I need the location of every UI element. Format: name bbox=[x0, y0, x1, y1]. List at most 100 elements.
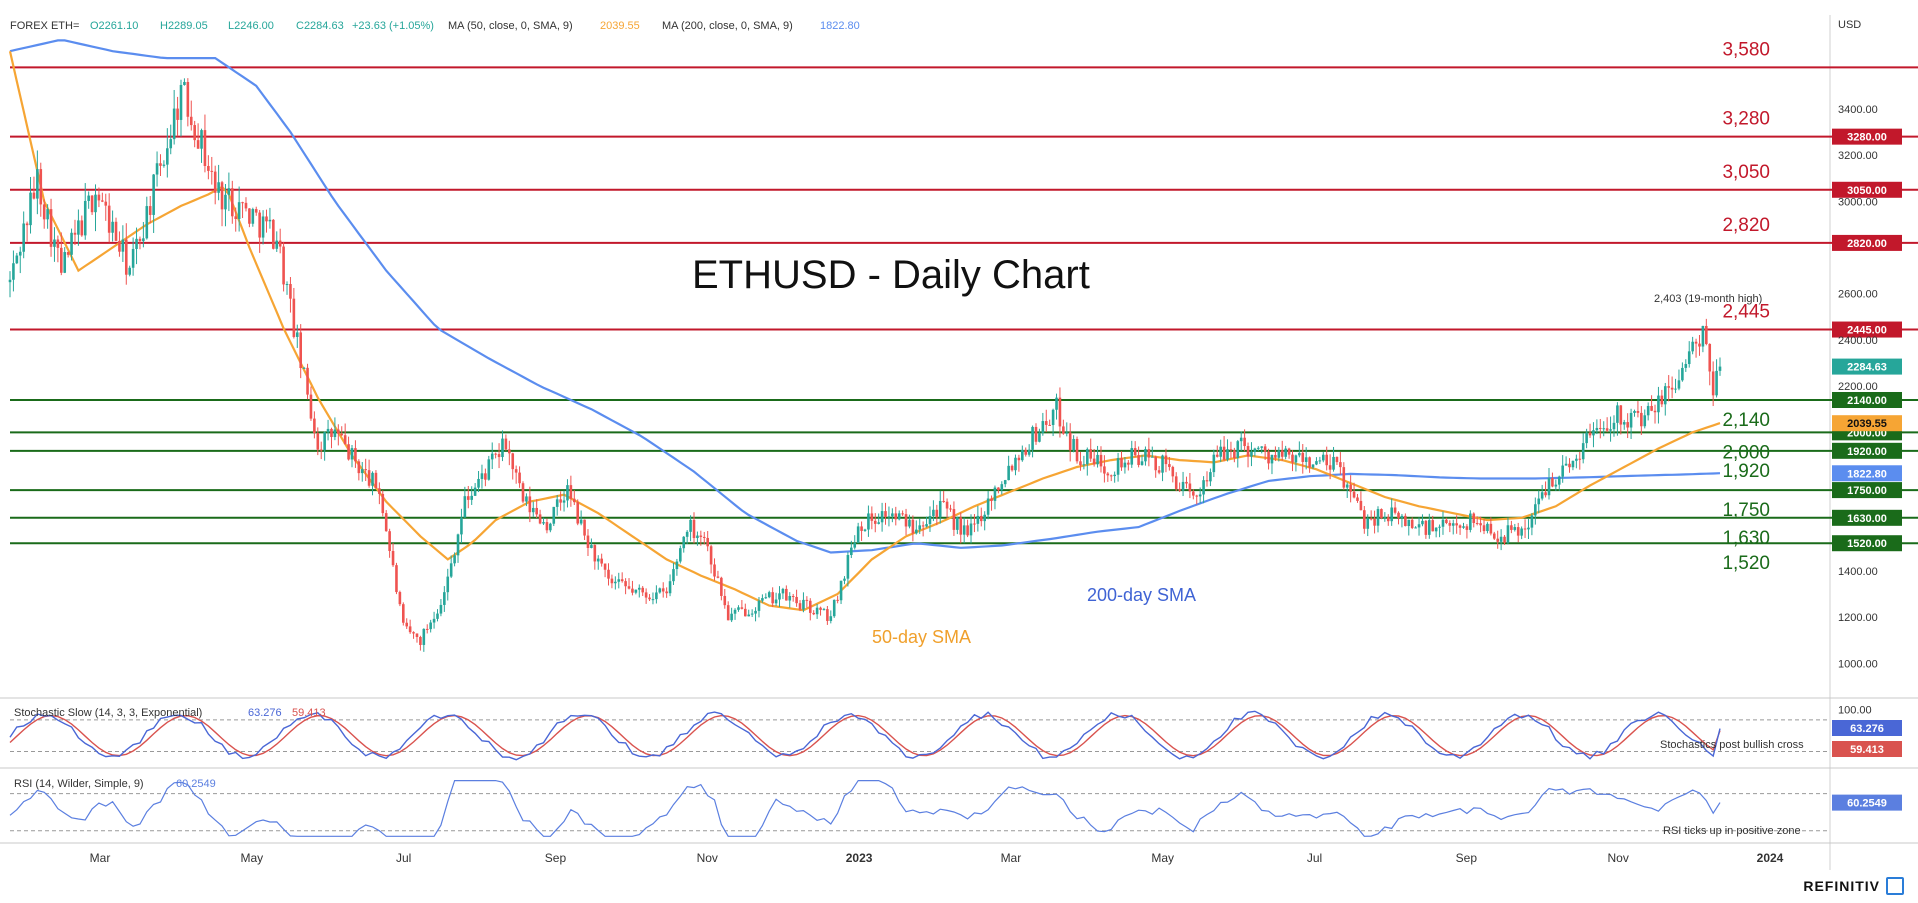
candle-body bbox=[1270, 454, 1274, 464]
candle-body bbox=[1277, 450, 1281, 458]
candle-body bbox=[1038, 432, 1041, 442]
candle-body bbox=[1674, 388, 1677, 390]
candle-body bbox=[1438, 526, 1441, 528]
candle-body bbox=[576, 502, 580, 524]
candle-body bbox=[1458, 525, 1462, 528]
candle-body bbox=[1280, 450, 1284, 457]
candle-body bbox=[1595, 427, 1599, 431]
candle-body bbox=[750, 613, 754, 615]
candle-body bbox=[1434, 527, 1438, 532]
candle-body bbox=[1328, 465, 1332, 470]
candle-body bbox=[463, 496, 467, 518]
candle-body bbox=[511, 453, 515, 470]
ma200-legend-label: MA (200, close, 0, SMA, 9) bbox=[662, 20, 793, 32]
candle-body bbox=[354, 448, 357, 462]
price-candles bbox=[8, 78, 1722, 652]
candle-body bbox=[973, 523, 976, 525]
candle-body bbox=[443, 592, 446, 605]
candle-body bbox=[1612, 422, 1616, 430]
candle-body bbox=[179, 84, 183, 120]
candle-body bbox=[282, 246, 285, 285]
candle-body bbox=[538, 514, 542, 524]
candle-body bbox=[152, 174, 155, 215]
candle-body bbox=[193, 125, 196, 141]
candle-body bbox=[785, 588, 788, 601]
candle-body bbox=[46, 209, 49, 220]
candle-body bbox=[398, 592, 402, 605]
candle-body bbox=[15, 255, 19, 264]
candle-body bbox=[1681, 367, 1684, 381]
candle-body bbox=[412, 632, 415, 634]
candle-body bbox=[121, 239, 125, 252]
candle-body bbox=[402, 604, 405, 623]
candle-body bbox=[658, 588, 662, 593]
candle-body bbox=[1031, 426, 1034, 450]
candle-body bbox=[97, 194, 101, 201]
candle-body bbox=[637, 587, 641, 590]
candle-body bbox=[231, 188, 234, 217]
candle-body bbox=[1557, 476, 1561, 485]
candle-body bbox=[104, 201, 108, 206]
candle-body bbox=[1253, 448, 1257, 452]
candle-body bbox=[1209, 472, 1212, 482]
candle-body bbox=[754, 610, 757, 614]
level-tag-text: 1520.00 bbox=[1847, 538, 1887, 550]
close-value: C2284.63 bbox=[296, 20, 344, 32]
candle-body bbox=[183, 81, 186, 85]
candle-body bbox=[1469, 513, 1472, 530]
y-tick-label: 3400.00 bbox=[1838, 104, 1878, 116]
candle-body bbox=[316, 433, 320, 450]
candle-body bbox=[552, 506, 556, 524]
candle-body bbox=[665, 591, 668, 594]
candle-body bbox=[990, 498, 993, 501]
candle-body bbox=[767, 592, 771, 598]
candle-body bbox=[1564, 463, 1568, 466]
candle-body bbox=[1530, 515, 1534, 528]
candle-body bbox=[381, 493, 385, 514]
candle-body bbox=[911, 519, 915, 534]
candle-body bbox=[1523, 528, 1527, 530]
candle-body bbox=[248, 208, 251, 224]
candle-body bbox=[299, 332, 302, 369]
candle-body bbox=[1267, 451, 1270, 464]
candle-body bbox=[631, 588, 634, 593]
candle-body bbox=[1462, 526, 1465, 528]
level-tag-text: 1750.00 bbox=[1847, 485, 1887, 497]
candle-body bbox=[1089, 449, 1093, 459]
candle-body bbox=[408, 626, 412, 633]
candle-body bbox=[966, 525, 969, 536]
candle-body bbox=[590, 545, 593, 548]
candle-body bbox=[1575, 458, 1578, 461]
candle-body bbox=[757, 600, 761, 611]
candle-body bbox=[1007, 465, 1010, 481]
candle-body bbox=[25, 223, 29, 226]
candle-body bbox=[200, 130, 203, 149]
candle-body bbox=[562, 500, 566, 503]
candle-body bbox=[1010, 465, 1014, 471]
candle-body bbox=[952, 509, 956, 530]
candle-body bbox=[603, 563, 607, 570]
footer-band bbox=[0, 871, 1918, 903]
stoch-tick-label: 100.00 bbox=[1838, 704, 1872, 716]
candle-body bbox=[1386, 517, 1390, 522]
ma200-price-tag bbox=[1832, 465, 1902, 482]
candle-body bbox=[94, 194, 97, 213]
stoch-k-tag bbox=[1832, 720, 1902, 736]
candle-body bbox=[1185, 481, 1188, 484]
candle-body bbox=[1294, 455, 1298, 463]
candle-body bbox=[1161, 455, 1164, 473]
candle-body bbox=[244, 202, 248, 209]
rsi-annotation: RSI ticks up in positive zone bbox=[1663, 825, 1801, 837]
candle-body bbox=[1202, 480, 1205, 495]
ma200-legend-value: 1822.80 bbox=[820, 20, 860, 32]
candle-body bbox=[1099, 454, 1103, 467]
x-tick-label: Mar bbox=[90, 851, 111, 865]
candle-body bbox=[689, 519, 692, 532]
candle-body bbox=[1318, 460, 1322, 462]
candle-body bbox=[374, 472, 378, 489]
high-annotation: 2,403 (19-month high) bbox=[1654, 293, 1762, 305]
candle-body bbox=[1684, 364, 1688, 368]
candle-body bbox=[1109, 475, 1113, 477]
candle-body bbox=[1547, 478, 1551, 496]
candle-body bbox=[1421, 520, 1424, 525]
